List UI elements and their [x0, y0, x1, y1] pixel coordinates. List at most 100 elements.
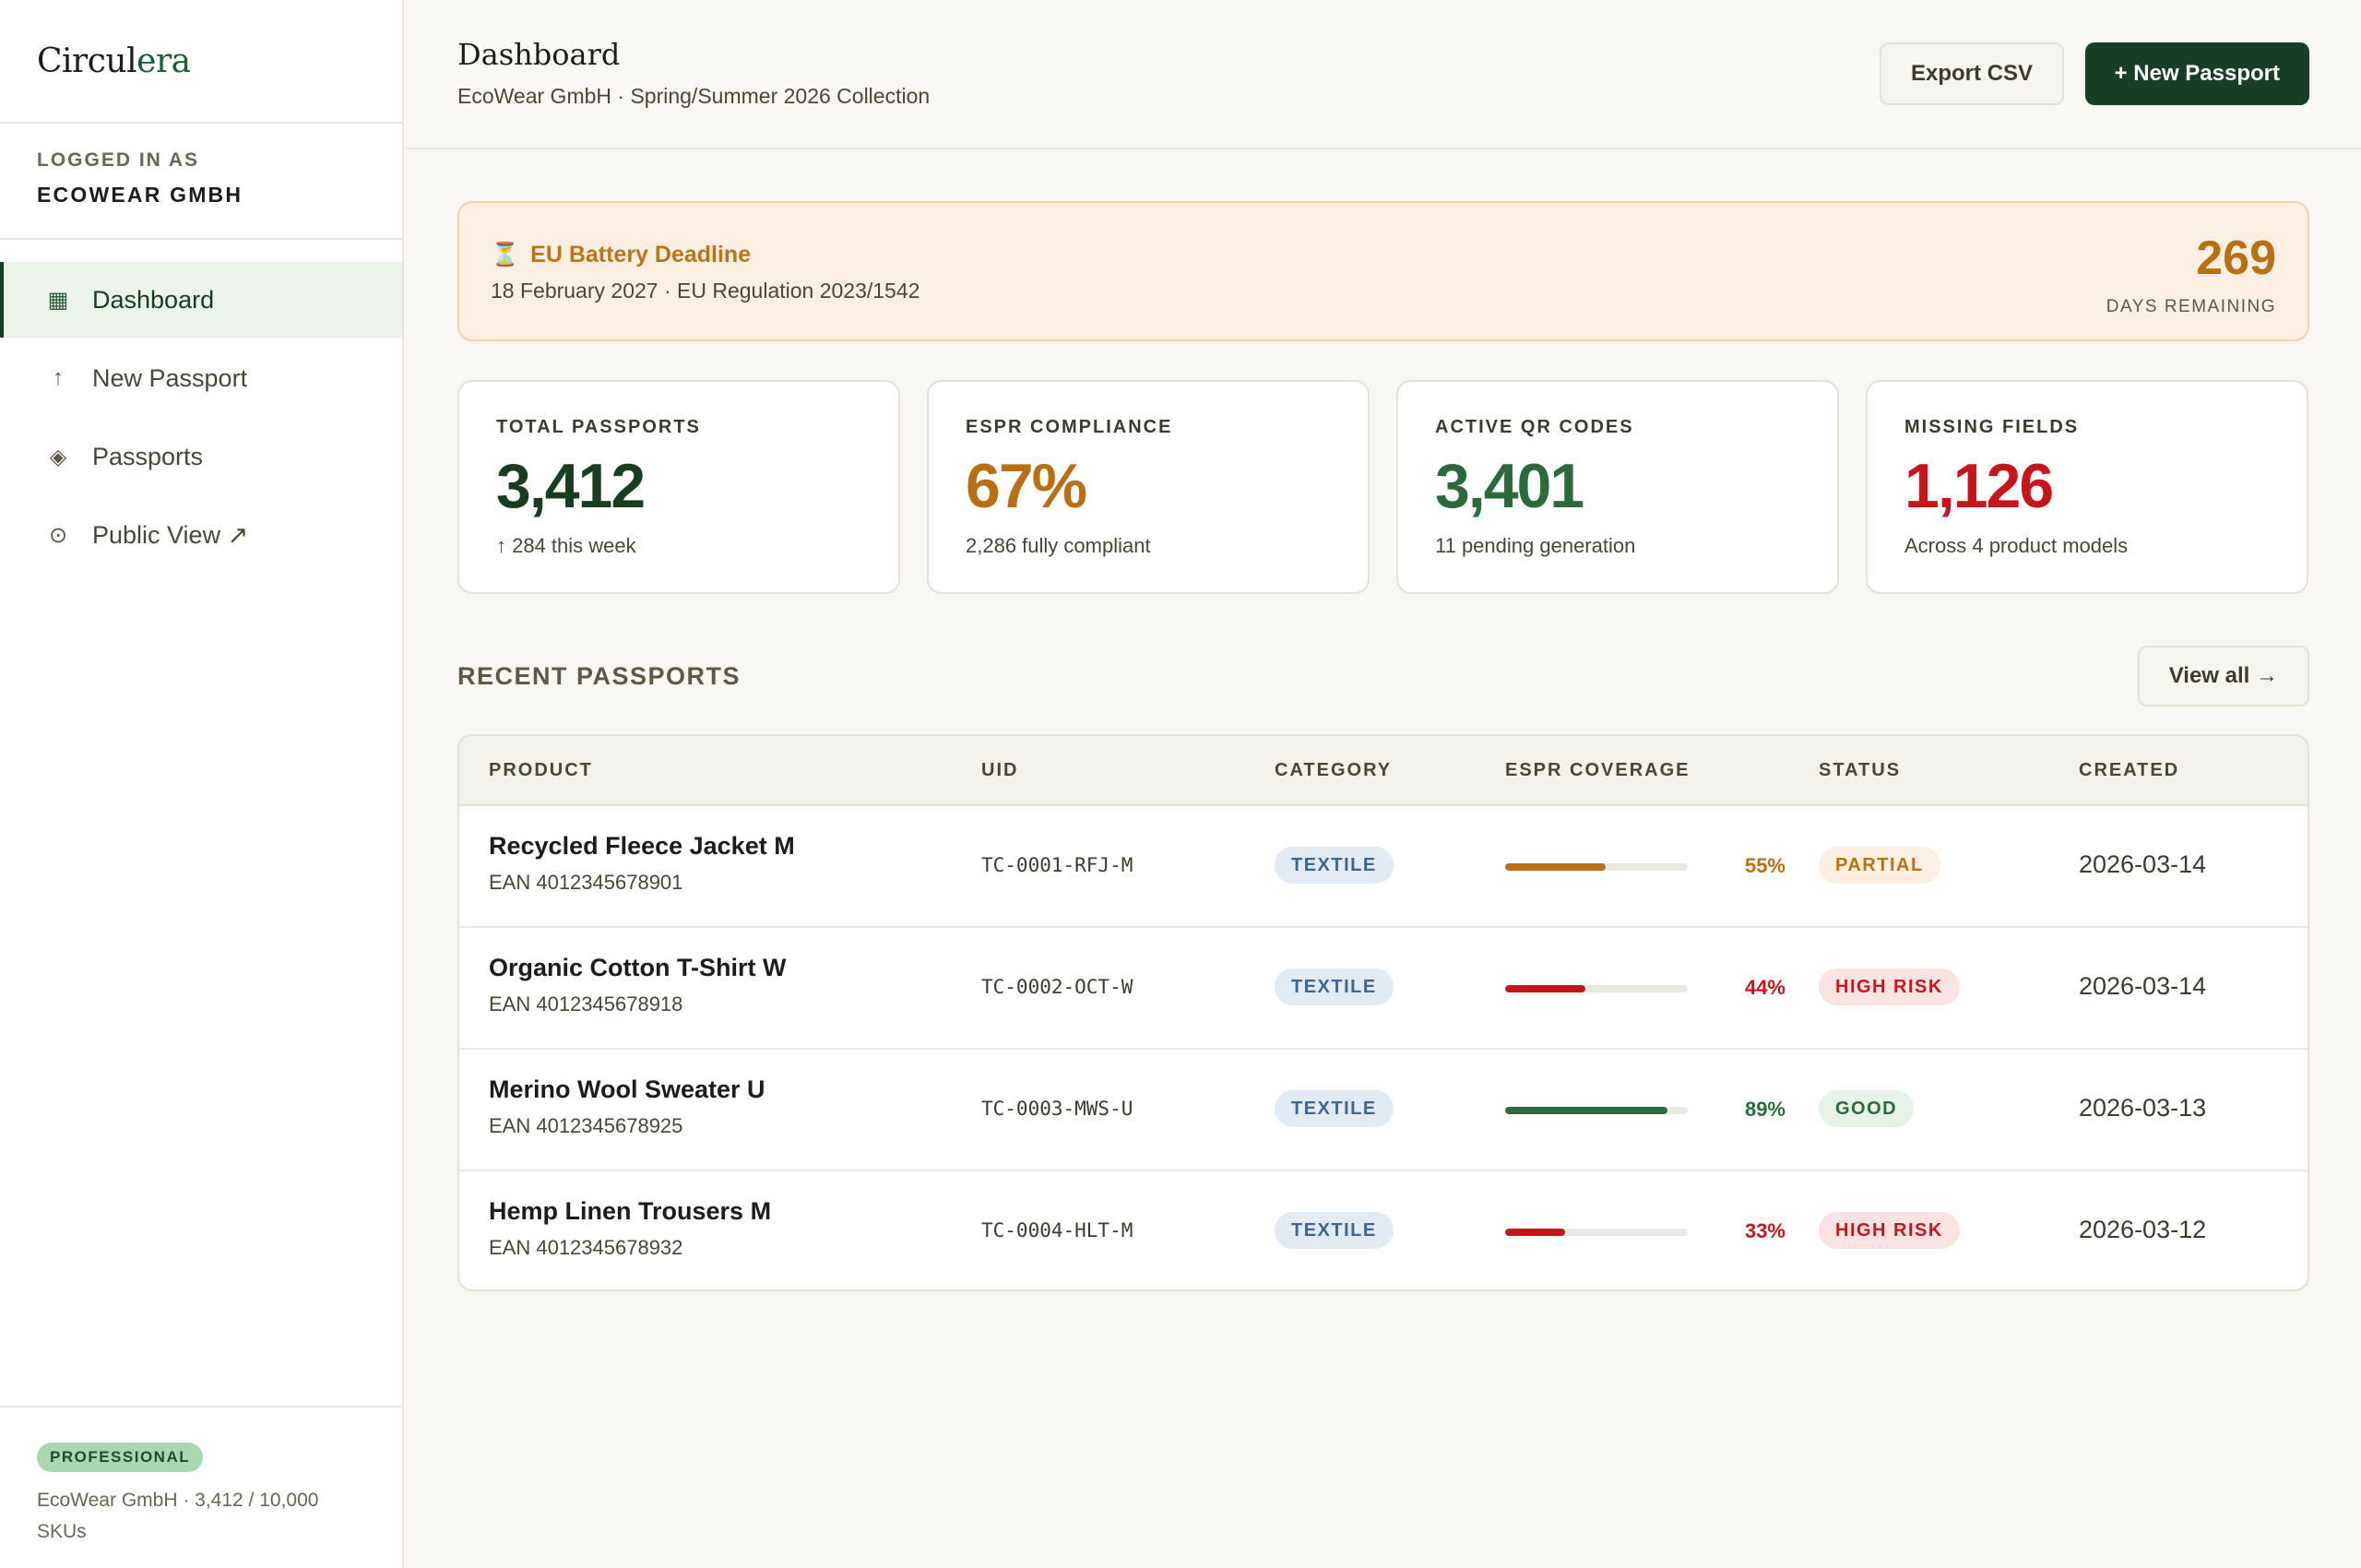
plan-info: PROFESSIONAL EcoWear GmbH · 3,412 / 10,0… — [0, 1406, 402, 1568]
new-passport-button[interactable]: + New Passport — [2084, 42, 2309, 105]
page-title: Dashboard — [457, 37, 621, 72]
sidebar-item-new-passport[interactable]: ↑ New Passport — [0, 340, 402, 416]
grid-icon: ▦ — [47, 287, 69, 313]
stat-label: ACTIVE QR CODES — [1435, 417, 1634, 437]
coverage-bar — [1505, 1107, 1688, 1114]
stat-subtext: 2,286 fully compliant — [966, 534, 1151, 557]
product-name[interactable]: Recycled Fleece Jacket M — [489, 832, 795, 860]
days-remaining-label: DAYS REMAINING — [2106, 297, 2276, 316]
stats-row: TOTAL PASSPORTS 3,412 ↑ 284 this week ES… — [457, 380, 2309, 594]
stat-card-total-passports: TOTAL PASSPORTS 3,412 ↑ 284 this week — [457, 380, 900, 594]
table-header: PRODUCT UID CATEGORY ESPR COVERAGE STATU… — [459, 736, 2308, 806]
product-name[interactable]: Hemp Linen Trousers M — [489, 1197, 772, 1225]
column-header-uid[interactable]: UID — [981, 760, 1019, 780]
product-ean: EAN 4012345678918 — [489, 992, 683, 1016]
recent-passports-table: PRODUCT UID CATEGORY ESPR COVERAGE STATU… — [457, 734, 2309, 1291]
page-header: Dashboard EcoWear GmbH · Spring/Summer 2… — [406, 0, 2361, 149]
category-badge: TEXTILE — [1275, 847, 1394, 884]
account-name: ECOWEAR GMBH — [37, 183, 243, 207]
column-header-product[interactable]: PRODUCT — [489, 760, 593, 780]
product-name[interactable]: Merino Wool Sweater U — [489, 1075, 765, 1103]
deadline-title-row: ⏳ EU Battery Deadline — [491, 242, 751, 268]
coverage-bar-fill — [1505, 1229, 1566, 1236]
sidebar-item-public-view[interactable]: ⊙ Public View ↗ — [0, 497, 402, 573]
table-row[interactable]: Organic Cotton T-Shirt W EAN 40123456789… — [459, 928, 2308, 1050]
coverage-bar — [1505, 863, 1688, 871]
coverage-percent: 44% — [1744, 976, 1786, 999]
sidebar-item-label: New Passport — [92, 363, 248, 392]
created-date: 2026-03-12 — [2079, 1216, 2207, 1243]
brand-logo[interactable]: Circul era — [0, 0, 402, 124]
created-date: 2026-03-14 — [2079, 850, 2207, 878]
product-name[interactable]: Organic Cotton T-Shirt W — [489, 954, 787, 981]
sidebar-item-passports[interactable]: ◈ Passports — [0, 419, 402, 494]
diamond-icon: ◈ — [49, 444, 67, 469]
deadline-subtitle: 18 February 2027 · EU Regulation 2023/15… — [491, 279, 920, 303]
stat-label: MISSING FIELDS — [1904, 417, 2080, 437]
deadline-banner: ⏳ EU Battery Deadline 18 February 2027 · … — [457, 201, 2309, 341]
stat-subtext: Across 4 product models — [1904, 534, 2129, 557]
product-ean: EAN 4012345678932 — [489, 1236, 683, 1259]
view-all-button[interactable]: View all → — [2137, 646, 2309, 707]
brand-name: Circul — [37, 42, 137, 80]
deadline-title: EU Battery Deadline — [530, 242, 752, 267]
coverage-bar-fill — [1505, 985, 1586, 992]
brand-name-accent: era — [136, 42, 191, 80]
sidebar: Circul era LOGGED IN AS ECOWEAR GMBH ▦ Da… — [0, 0, 404, 1568]
category-badge: TEXTILE — [1275, 1212, 1394, 1249]
status-badge: PARTIAL — [1819, 847, 1940, 884]
stat-value: 3,412 — [496, 451, 646, 521]
coverage-bar — [1505, 985, 1688, 992]
arrow-up-icon: ↑ — [53, 365, 64, 390]
stat-value: 1,126 — [1904, 451, 2054, 521]
table-row[interactable]: Recycled Fleece Jacket M EAN 40123456789… — [459, 806, 2308, 928]
sidebar-item-label: Dashboard — [92, 285, 215, 314]
created-date: 2026-03-13 — [2079, 1094, 2207, 1122]
export-csv-button[interactable]: Export CSV — [1879, 42, 2064, 105]
coverage-percent: 89% — [1744, 1098, 1786, 1121]
stat-value: 3,401 — [1435, 451, 1584, 521]
category-badge: TEXTILE — [1275, 968, 1394, 1005]
category-badge: TEXTILE — [1275, 1090, 1394, 1127]
sidebar-item-dashboard[interactable]: ▦ Dashboard — [0, 262, 402, 338]
created-date: 2026-03-14 — [2079, 972, 2207, 1000]
passport-uid: TC-0003-MWS-U — [981, 1098, 1133, 1120]
stat-label: TOTAL PASSPORTS — [496, 417, 701, 437]
stat-label: ESPR COMPLIANCE — [966, 417, 1173, 437]
passport-uid: TC-0002-OCT-W — [981, 976, 1133, 998]
section-title: RECENT PASSPORTS — [457, 662, 742, 690]
page-subtitle: EcoWear GmbH · Spring/Summer 2026 Collec… — [457, 84, 931, 108]
table-row[interactable]: Hemp Linen Trousers M EAN 4012345678932 … — [459, 1171, 2308, 1289]
coverage-percent: 33% — [1744, 1219, 1786, 1242]
sidebar-item-label: Passports — [92, 442, 204, 470]
status-badge: HIGH RISK — [1819, 1212, 1960, 1249]
sidebar-item-label: Public View ↗ — [92, 520, 249, 549]
days-remaining-value: 269 — [2196, 232, 2276, 285]
column-header-category[interactable]: CATEGORY — [1275, 760, 1393, 780]
coverage-bar — [1505, 1229, 1688, 1236]
passport-uid: TC-0004-HLT-M — [981, 1219, 1133, 1241]
coverage-bar-fill — [1505, 1107, 1668, 1114]
stat-card-active-qr-codes: ACTIVE QR CODES 3,401 11 pending generat… — [1396, 380, 1839, 594]
table-row[interactable]: Merino Wool Sweater U EAN 4012345678925 … — [459, 1050, 2308, 1171]
eye-circle-icon: ⊙ — [48, 522, 68, 548]
sidebar-nav: ▦ Dashboard ↑ New Passport ◈ Passports ⊙… — [0, 240, 402, 573]
stat-value: 67% — [966, 451, 1087, 521]
stat-subtext: ↑ 284 this week — [496, 534, 636, 557]
product-ean: EAN 4012345678925 — [489, 1114, 683, 1137]
account-info: LOGGED IN AS ECOWEAR GMBH — [0, 124, 402, 240]
coverage-percent: 55% — [1744, 854, 1786, 877]
status-badge: GOOD — [1819, 1090, 1915, 1127]
coverage-bar-fill — [1505, 863, 1606, 871]
column-header-status[interactable]: STATUS — [1819, 760, 1902, 780]
account-label: LOGGED IN AS — [37, 149, 200, 171]
stat-card-missing-fields: MISSING FIELDS 1,126 Across 4 product mo… — [1866, 380, 2308, 594]
column-header-espr-coverage[interactable]: ESPR COVERAGE — [1505, 760, 1691, 780]
stat-card-espr-compliance: ESPR COMPLIANCE 67% 2,286 fully complian… — [927, 380, 1370, 594]
column-header-created[interactable]: CREATED — [2079, 760, 2180, 780]
stat-subtext: 11 pending generation — [1435, 534, 1636, 557]
hourglass-icon: ⏳ — [491, 242, 520, 267]
product-ean: EAN 4012345678901 — [489, 871, 683, 894]
passport-uid: TC-0001-RFJ-M — [981, 854, 1133, 876]
plan-usage: EcoWear GmbH · 3,412 / 10,000 SKUs — [37, 1490, 319, 1542]
